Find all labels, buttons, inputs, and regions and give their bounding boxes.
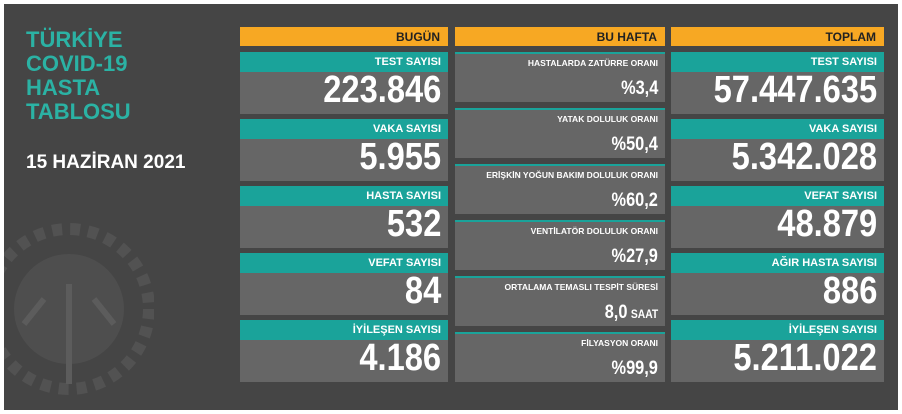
stat-box: HASTA SAYISI 532 — [240, 186, 448, 248]
stat-value-text: %27,9 — [611, 246, 658, 267]
stat-label: HASTALARDA ZATÜRRE ORANI — [527, 58, 658, 68]
stat-value: 8,0 SAAT — [605, 302, 658, 324]
emblem — [4, 223, 154, 395]
stat-value: 5.211.022 — [733, 337, 877, 380]
stat-value: 57.447.635 — [713, 69, 877, 112]
date: 15 HAZİRAN 2021 — [26, 152, 186, 173]
stat-label: VENTİLATÖR DOLULUK ORANI — [530, 226, 658, 236]
stat-value: %27,9 — [612, 246, 658, 268]
stat-box: TEST SAYISI 223.846 — [240, 52, 448, 114]
stat-value-text: %50,4 — [611, 134, 658, 155]
column-header: BUGÜN — [240, 27, 448, 46]
stat-label: VAKA SAYISI — [240, 119, 448, 139]
stat-value-text: 223.846 — [322, 69, 441, 111]
stat-label: VAKA SAYISI — [671, 119, 884, 139]
stat-value-text: 8,0 — [604, 302, 628, 323]
stat-value: 4.186 — [359, 337, 441, 380]
stat-value: %3,4 — [621, 78, 658, 100]
stat-value: 5.342.028 — [732, 136, 877, 179]
stat-value: 48.879 — [777, 203, 877, 246]
stat-label: TEST SAYISI — [240, 52, 448, 72]
stat-label: ORTALAMA TEMASLI TESPİT SÜRESİ — [504, 282, 658, 292]
stat-label: ERİŞKİN YOĞUN BAKIM DOLULUK ORANI — [486, 170, 658, 180]
column-header: TOPLAM — [671, 27, 884, 46]
stat-value: 532 — [386, 203, 441, 246]
stat-box: TEST SAYISI 57.447.635 — [671, 52, 884, 114]
stat-value-text: 886 — [822, 270, 877, 312]
panel: TÜRKİYE COVID-19 HASTA TABLOSU 15 HAZİRA… — [4, 4, 898, 410]
stat-label: YATAK DOLULUK ORANI — [557, 114, 658, 124]
stat-value-text: %60,2 — [611, 190, 658, 211]
stat-box: HASTALARDA ZATÜRRE ORANI %3,4 — [455, 52, 665, 102]
stat-value: %50,4 — [612, 134, 658, 156]
stat-label: FİLYASYON ORANI — [581, 338, 658, 348]
stat-box: VENTİLATÖR DOLULUK ORANI %27,9 — [455, 220, 665, 270]
stat-box: AĞIR HASTA SAYISI 886 — [671, 253, 884, 315]
stat-box: FİLYASYON ORANI %99,9 — [455, 332, 665, 382]
stat-box: VAKA SAYISI 5.342.028 — [671, 119, 884, 181]
stat-unit: SAAT — [630, 307, 658, 321]
stat-value-text: 48.879 — [777, 203, 877, 245]
title-line: TÜRKİYE — [26, 27, 123, 52]
stat-label: AĞIR HASTA SAYISI — [671, 253, 884, 273]
title-line: TABLOSU — [26, 99, 131, 124]
stat-label: TEST SAYISI — [671, 52, 884, 72]
column-header: BU HAFTA — [455, 27, 665, 46]
stat-box: VEFAT SAYISI 48.879 — [671, 186, 884, 248]
stat-value: 84 — [405, 270, 441, 313]
stat-label: İYİLEŞEN SAYISI — [671, 320, 884, 340]
stat-value-text: 5.342.028 — [731, 136, 877, 178]
stat-value-text: 84 — [404, 270, 441, 312]
stat-box: VEFAT SAYISI 84 — [240, 253, 448, 315]
stat-value: 5.955 — [359, 136, 441, 179]
stat-value: %99,9 — [612, 358, 658, 380]
stat-box: ORTALAMA TEMASLI TESPİT SÜRESİ 8,0 SAAT — [455, 276, 665, 326]
stat-label: VEFAT SAYISI — [671, 186, 884, 206]
stat-box: İYİLEŞEN SAYISI 4.186 — [240, 320, 448, 382]
stat-label: HASTA SAYISI — [240, 186, 448, 206]
stat-value-text: 4.186 — [359, 337, 441, 379]
stat-value: 886 — [822, 270, 877, 313]
stat-value-text: %99,9 — [611, 358, 658, 379]
stat-value-text: 57.447.635 — [713, 69, 877, 111]
stat-value-text: %3,4 — [620, 78, 658, 99]
stat-box: YATAK DOLULUK ORANI %50,4 — [455, 108, 665, 158]
stat-value-text: 5.211.022 — [733, 337, 877, 379]
stat-box: İYİLEŞEN SAYISI 5.211.022 — [671, 320, 884, 382]
stat-value-text: 5.955 — [359, 136, 441, 178]
stat-value: %60,2 — [612, 190, 658, 212]
stat-value-text: 532 — [386, 203, 441, 245]
title-line: HASTA — [26, 75, 101, 100]
stat-label: VEFAT SAYISI — [240, 253, 448, 273]
stat-label: İYİLEŞEN SAYISI — [240, 320, 448, 340]
stat-box: VAKA SAYISI 5.955 — [240, 119, 448, 181]
stat-value: 223.846 — [323, 69, 441, 112]
stat-box: ERİŞKİN YOĞUN BAKIM DOLULUK ORANI %60,2 — [455, 164, 665, 214]
title-line: COVID-19 — [26, 51, 128, 76]
